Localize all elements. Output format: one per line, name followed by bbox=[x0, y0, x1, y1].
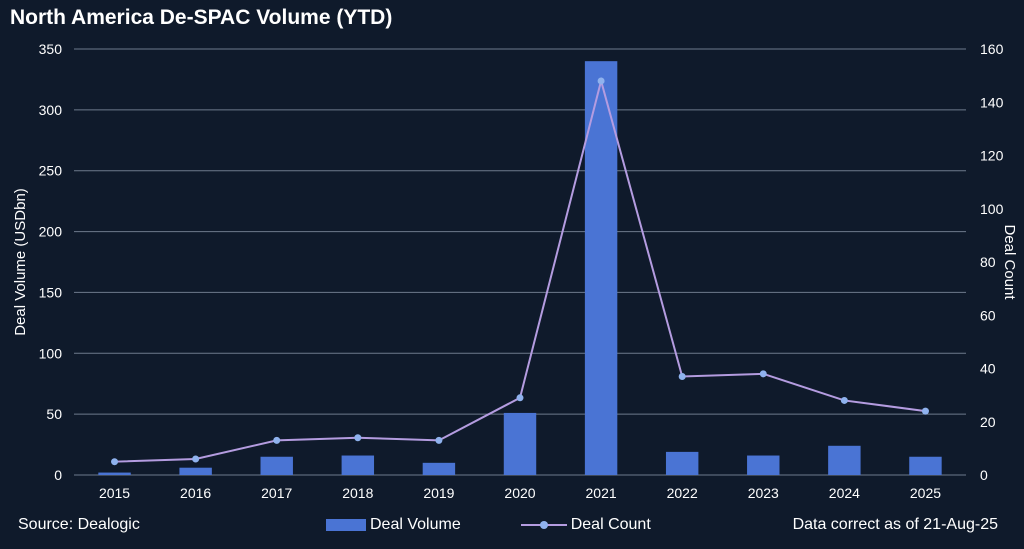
bar-2020 bbox=[503, 412, 537, 475]
y2-tick-label: 20 bbox=[980, 414, 996, 430]
line-series bbox=[111, 77, 929, 466]
x-tick-label: 2017 bbox=[261, 485, 292, 501]
legend-item-deal-volume: Deal Volume bbox=[326, 516, 461, 534]
y2-tick-label: 40 bbox=[980, 361, 996, 377]
x-tick-label: 2025 bbox=[910, 485, 941, 501]
source-note: Source: Dealogic bbox=[18, 516, 140, 533]
point-2020 bbox=[516, 394, 524, 402]
y-tick-label: 150 bbox=[39, 284, 63, 300]
x-tick-label: 2018 bbox=[342, 485, 373, 501]
y2-tick-label: 60 bbox=[980, 307, 996, 323]
point-2016 bbox=[192, 455, 200, 463]
y2-tick-label: 80 bbox=[980, 254, 996, 270]
point-2015 bbox=[111, 458, 119, 466]
bar-2022 bbox=[665, 451, 699, 475]
point-2021 bbox=[597, 77, 605, 85]
legend-line-swatch bbox=[520, 519, 567, 531]
bar-2024 bbox=[828, 445, 861, 475]
y2-tick-label: 0 bbox=[980, 467, 988, 483]
gridlines bbox=[74, 48, 966, 476]
y-tick-label: 50 bbox=[46, 406, 62, 422]
y2-axis-title: Deal Count bbox=[1001, 224, 1018, 300]
bar-2021 bbox=[584, 61, 618, 476]
deal-count-line bbox=[114, 77, 926, 463]
y-tick-label: 100 bbox=[39, 345, 63, 361]
y-tick-label: 0 bbox=[54, 467, 62, 483]
x-tick-label: 2015 bbox=[99, 485, 130, 501]
point-2019 bbox=[435, 436, 443, 444]
y-tick-label: 200 bbox=[39, 224, 63, 240]
point-2018 bbox=[354, 434, 362, 442]
point-2022 bbox=[678, 372, 686, 380]
y2-tick-label: 120 bbox=[980, 148, 1004, 164]
bar-2017 bbox=[260, 456, 293, 475]
legend: Deal Volume Deal Count bbox=[326, 516, 711, 534]
data-date-note: Data correct as of 21-Aug-25 bbox=[792, 516, 998, 533]
bar-series bbox=[98, 61, 942, 476]
y2-tick-label: 160 bbox=[980, 41, 1004, 57]
bar-2016 bbox=[179, 467, 212, 475]
x-tick-label: 2016 bbox=[180, 485, 211, 501]
x-tick-label: 2024 bbox=[829, 485, 860, 501]
y2-tick-label: 100 bbox=[980, 201, 1004, 217]
y-axis-title: Deal Volume (USDbn) bbox=[12, 188, 29, 336]
legend-bar-swatch bbox=[326, 519, 366, 531]
y-tick-label: 350 bbox=[39, 41, 63, 57]
point-2023 bbox=[759, 370, 767, 378]
chart-title: North America De-SPAC Volume (YTD) bbox=[10, 6, 393, 29]
point-2024 bbox=[840, 396, 848, 404]
bar-2023 bbox=[747, 455, 780, 475]
axes: 0 50 100 150 200 250 300 350 0 20 40 60 80 100 120 140 1… bbox=[12, 41, 1018, 501]
legend-item-deal-count: Deal Count bbox=[520, 516, 651, 534]
bar-2015 bbox=[98, 472, 131, 475]
x-tick-label: 2021 bbox=[586, 485, 617, 501]
legend-label: Deal Count bbox=[570, 516, 651, 533]
x-tick-label: 2022 bbox=[667, 485, 698, 501]
legend-label: Deal Volume bbox=[370, 516, 461, 533]
y-tick-label: 250 bbox=[39, 163, 63, 179]
bar-2019 bbox=[422, 462, 456, 475]
point-2017 bbox=[273, 436, 281, 444]
point-2025 bbox=[921, 407, 929, 415]
bar-2018 bbox=[341, 455, 375, 475]
y2-tick-label: 140 bbox=[980, 94, 1004, 110]
y-tick-label: 300 bbox=[39, 102, 63, 118]
x-tick-label: 2023 bbox=[748, 485, 779, 501]
x-tick-label: 2020 bbox=[504, 485, 535, 501]
x-tick-label: 2019 bbox=[423, 485, 454, 501]
bar-2025 bbox=[909, 456, 942, 475]
